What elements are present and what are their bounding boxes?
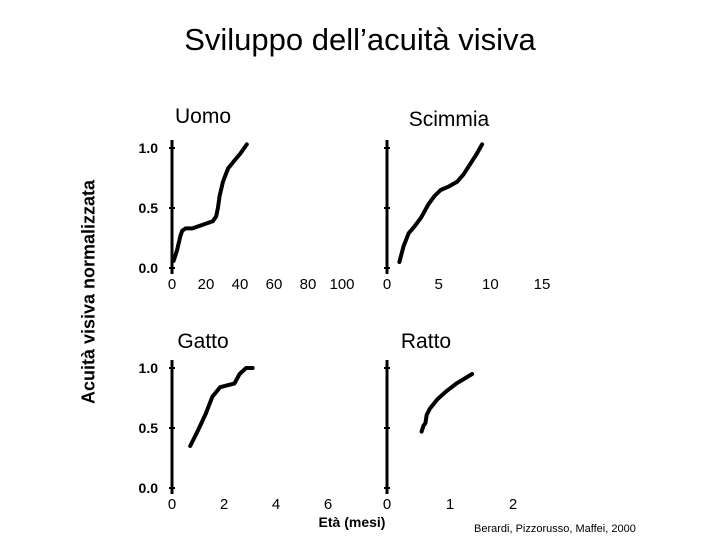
y-tick-label: 0.5: [139, 200, 159, 216]
panel-title: Ratto: [401, 330, 451, 353]
slide-title: Sviluppo dell’acuità visiva: [184, 22, 536, 57]
panel-title: Gatto: [177, 330, 228, 353]
x-tick-label: 100: [329, 276, 354, 293]
data-line: [188, 366, 255, 448]
x-tick-label: 1: [446, 496, 454, 513]
x-tick-label: 2: [220, 496, 228, 513]
x-tick-label: 80: [300, 276, 317, 293]
x-tick-label: 4: [272, 496, 280, 513]
x-tick-label: 40: [232, 276, 249, 293]
x-tick-label: 0: [383, 496, 391, 513]
data-line: [419, 372, 475, 434]
x-tick-label: 5: [434, 276, 442, 293]
y-tick-label: 1.0: [139, 360, 159, 376]
y-tick-label: 1.0: [139, 140, 159, 156]
x-tick-label: 10: [482, 276, 499, 293]
x-tick-label: 60: [266, 276, 283, 293]
data-line: [397, 142, 485, 264]
y-tick-label: 0.5: [139, 420, 159, 436]
x-tick-label: 0: [383, 276, 391, 293]
citation-credit: Berardi, Pizzorusso, Maffei, 2000: [474, 523, 636, 535]
x-tick-label: 0: [168, 276, 176, 293]
x-axis-label: Età (mesi): [318, 514, 386, 530]
x-tick-label: 0: [168, 496, 176, 513]
x-tick-label: 20: [198, 276, 215, 293]
x-tick-label: 15: [534, 276, 551, 293]
y-tick-label: 0.0: [139, 260, 159, 276]
panel-title: Scimmia: [409, 108, 490, 131]
y-tick-label: 0.0: [139, 480, 159, 496]
panel-title: Uomo: [175, 105, 231, 128]
x-tick-label: 6: [324, 496, 332, 513]
x-tick-label: 2: [509, 496, 517, 513]
data-line: [171, 142, 249, 263]
